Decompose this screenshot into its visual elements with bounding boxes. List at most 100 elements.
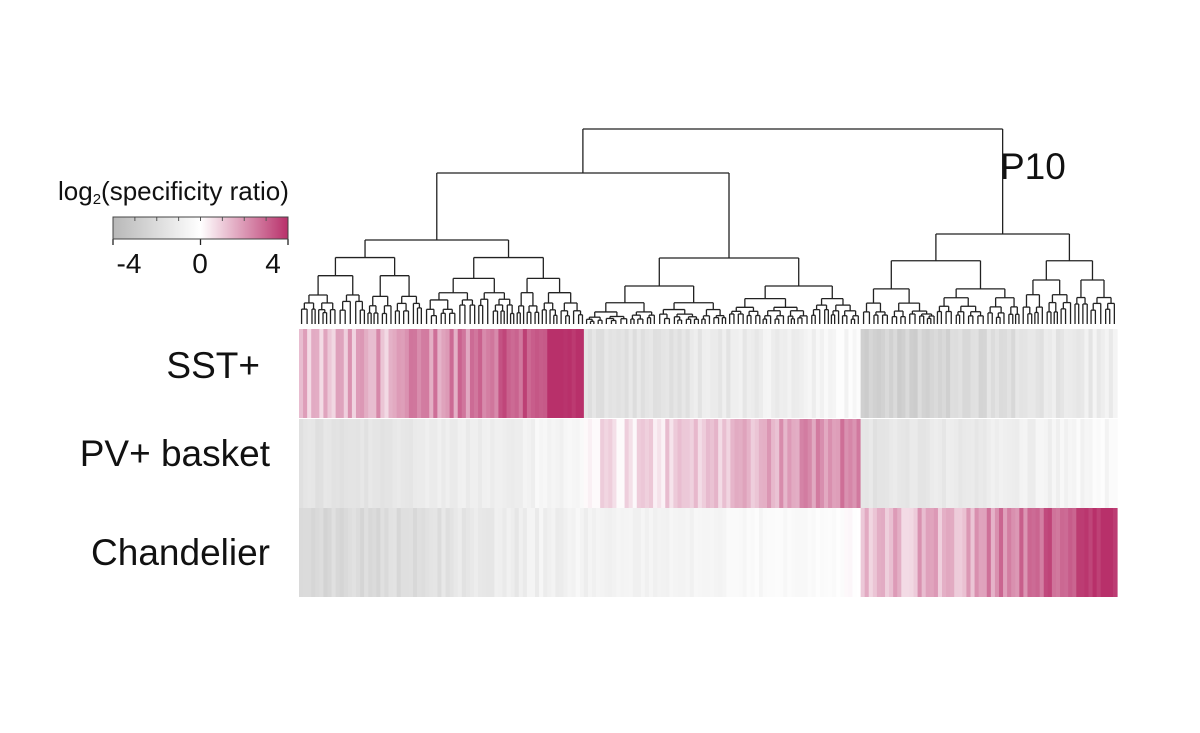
heatmap-cell	[592, 508, 597, 597]
heatmap-cell	[909, 508, 915, 597]
heatmap-cell	[673, 508, 679, 597]
heatmap-cell	[937, 419, 943, 508]
heatmap-cell	[1076, 329, 1081, 418]
heatmap-cell	[880, 508, 886, 597]
heatmap-cell	[1047, 508, 1053, 597]
heatmap-cell	[624, 329, 630, 418]
heatmap-cell	[933, 508, 939, 597]
heatmap-cell	[596, 419, 601, 508]
heatmap-cell	[600, 419, 605, 508]
heatmap-cell	[815, 508, 821, 597]
heatmap-cell	[889, 329, 894, 418]
heatmap-cell	[974, 329, 980, 418]
heatmap-cell	[701, 419, 707, 508]
heatmap-cell	[885, 419, 890, 508]
colorbar-tick-label-min: -4	[116, 248, 142, 279]
heatmap-cell	[1007, 329, 1012, 418]
heatmap-cell	[400, 329, 406, 418]
heatmap-cell	[681, 508, 687, 597]
heatmap-cell	[494, 508, 500, 597]
heatmap-cell	[795, 419, 801, 508]
heatmap-cell	[608, 329, 613, 418]
heatmap-cell	[392, 419, 398, 508]
heatmap-cell	[689, 329, 695, 418]
heatmap-cell	[885, 508, 890, 597]
heatmap-cell	[734, 508, 740, 597]
heatmap-cell	[343, 419, 349, 508]
heatmap-cell	[498, 419, 504, 508]
heatmap-cell	[905, 508, 911, 597]
heatmap-cell	[864, 419, 870, 508]
heatmap-cell	[604, 419, 609, 508]
heatmap-cell	[624, 419, 630, 508]
heatmap-cell	[897, 329, 902, 418]
heatmap-cell	[1072, 508, 1077, 597]
heatmap-cell	[962, 329, 968, 418]
heatmap-cell	[506, 508, 512, 597]
heatmap-cell	[583, 508, 589, 597]
heatmap-cell	[1007, 508, 1012, 597]
heatmap-cell	[404, 508, 410, 597]
heatmap-cell	[571, 508, 577, 597]
heatmap-cell	[400, 508, 406, 597]
heatmap-cell	[852, 508, 858, 597]
heatmap-cell	[677, 329, 683, 418]
heatmap-cell	[815, 329, 821, 418]
heatmap-cell	[787, 419, 793, 508]
heatmap-cell	[441, 329, 447, 418]
heatmap-cell	[901, 508, 906, 597]
heatmap-cell	[836, 419, 841, 508]
heatmap-cell	[453, 329, 459, 418]
heatmap-cell	[799, 508, 805, 597]
heatmap-cell	[921, 508, 927, 597]
heatmap-cell	[909, 329, 915, 418]
heatmap-cell	[815, 419, 821, 508]
heatmap-cell	[425, 329, 430, 418]
heatmap-cell	[1064, 329, 1069, 418]
heatmap-cell	[571, 329, 577, 418]
heatmap-cell	[429, 508, 434, 597]
heatmap-cell	[791, 508, 797, 597]
heatmap-cell	[490, 329, 495, 418]
heatmap-cell	[620, 329, 626, 418]
heatmap-cell	[445, 329, 451, 418]
heatmap-cell	[307, 329, 312, 418]
heatmap-cell	[933, 419, 939, 508]
heatmap-cell	[872, 329, 878, 418]
heatmap-cell	[457, 508, 463, 597]
heatmap-cell	[311, 419, 316, 508]
heatmap-cell	[506, 329, 512, 418]
heatmap-cell	[876, 419, 882, 508]
heatmap-cell	[486, 419, 491, 508]
heatmap-cell	[1108, 419, 1114, 508]
heatmap-cell	[461, 508, 467, 597]
heatmap-cell	[986, 419, 992, 508]
heatmap-cell	[783, 508, 788, 597]
heatmap-cell	[640, 419, 646, 508]
heatmap-cell	[722, 508, 727, 597]
heatmap-cell	[575, 419, 581, 508]
heatmap-cell	[530, 329, 536, 418]
heatmap-cell	[762, 508, 768, 597]
heatmap-cell	[913, 508, 919, 597]
heatmap-cell	[1060, 508, 1065, 597]
heatmap-cell	[620, 508, 626, 597]
heatmap-cell	[889, 419, 894, 508]
heatmap-cell	[701, 329, 707, 418]
heatmap-cell	[368, 419, 373, 508]
heatmap-cell	[982, 329, 988, 418]
heatmap-cell	[1043, 419, 1049, 508]
heatmap-cell	[575, 508, 581, 597]
heatmap-cell	[494, 329, 500, 418]
heatmap-cell	[417, 419, 422, 508]
heatmap-cell	[563, 419, 569, 508]
heatmap-cell	[962, 508, 968, 597]
heatmap-cell	[909, 419, 915, 508]
heatmap-cell	[803, 508, 809, 597]
heatmap-cell	[787, 508, 793, 597]
heatmap-cell	[986, 329, 992, 418]
heatmap-cell	[461, 419, 467, 508]
heatmap-cell	[994, 419, 1000, 508]
heatmap-cell	[734, 329, 740, 418]
heatmap-cell	[311, 329, 316, 418]
